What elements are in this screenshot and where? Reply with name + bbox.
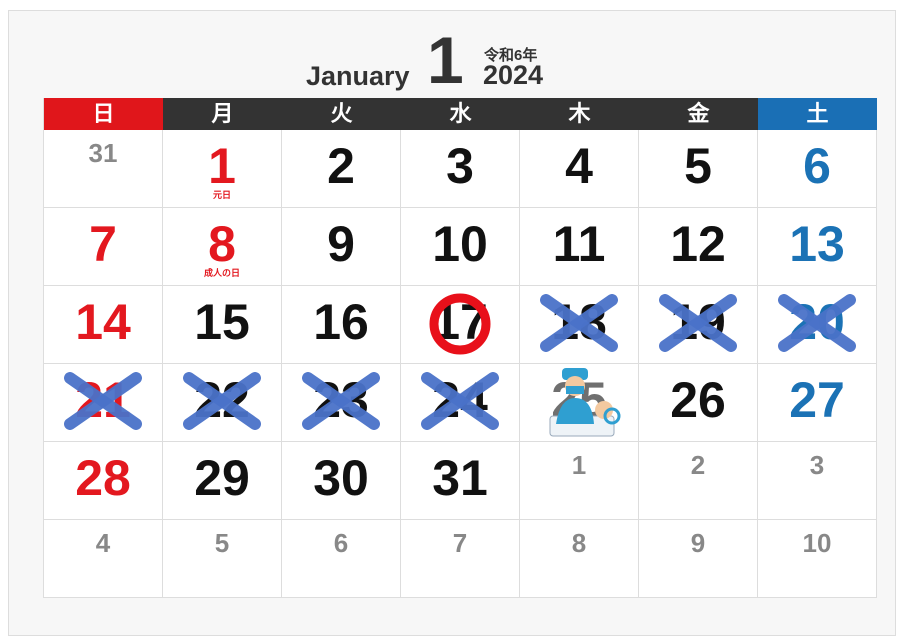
day-cell: 16 — [282, 286, 401, 364]
weekday-header: 金 — [639, 98, 758, 130]
day-cell: 3 — [758, 442, 877, 520]
cross-mark — [163, 364, 281, 441]
day-cell: 21 — [44, 364, 163, 442]
day-cell: 23 — [282, 364, 401, 442]
day-number: 6 — [758, 138, 876, 194]
day-cell: 27 — [758, 364, 877, 442]
day-cell: 5 — [163, 520, 282, 598]
day-number: 28 — [44, 450, 162, 506]
day-number: 4 — [520, 138, 638, 194]
cross-mark — [282, 364, 400, 441]
day-cell: 19 — [639, 286, 758, 364]
day-number: 11 — [520, 216, 638, 272]
day-number: 7 — [401, 526, 519, 560]
day-cell: 18 — [520, 286, 639, 364]
day-cell: 30 — [282, 442, 401, 520]
cross-mark — [520, 286, 638, 363]
cross-mark — [401, 364, 519, 441]
day-number: 1 — [163, 138, 281, 194]
day-number: 5 — [163, 526, 281, 560]
day-number: 13 — [758, 216, 876, 272]
day-cell: 28 — [44, 442, 163, 520]
day-cell: 31 — [44, 130, 163, 208]
day-number: 8 — [520, 526, 638, 560]
day-cell: 9 — [282, 208, 401, 286]
day-cell: 12 — [639, 208, 758, 286]
day-number: 3 — [401, 138, 519, 194]
day-cell: 24 — [401, 364, 520, 442]
day-number: 2 — [639, 448, 757, 482]
day-cell: 10 — [758, 520, 877, 598]
day-cell: 22 — [163, 364, 282, 442]
weekday-header: 土 — [758, 98, 877, 130]
day-cell: 14 — [44, 286, 163, 364]
day-number: 10 — [758, 526, 876, 560]
day-number: 14 — [44, 294, 162, 350]
day-number: 3 — [758, 448, 876, 482]
day-cell: 11 — [520, 208, 639, 286]
day-cell: 2 — [639, 442, 758, 520]
day-cell: 4 — [44, 520, 163, 598]
day-number: 8 — [163, 216, 281, 272]
day-cell: 8 — [520, 520, 639, 598]
day-cell: 3 — [401, 130, 520, 208]
day-number: 9 — [282, 216, 400, 272]
month-number: 1 — [427, 25, 464, 95]
day-number: 9 — [639, 526, 757, 560]
day-cell: 31 — [401, 442, 520, 520]
day-number: 10 — [401, 216, 519, 272]
holiday-note: 成人の日 — [163, 266, 281, 279]
icon-mark — [520, 364, 638, 441]
month-name: January — [306, 61, 410, 92]
day-cell: 7 — [401, 520, 520, 598]
holiday-note: 元日 — [163, 188, 281, 201]
day-number: 2 — [282, 138, 400, 194]
cross-mark — [639, 286, 757, 363]
day-cell: 26 — [639, 364, 758, 442]
weekday-header: 日 — [44, 98, 163, 130]
day-number: 4 — [44, 526, 162, 560]
day-number: 29 — [163, 450, 281, 506]
year: 2024 — [483, 60, 543, 91]
day-number: 7 — [44, 216, 162, 272]
day-cell: 5 — [639, 130, 758, 208]
day-cell: 6 — [758, 130, 877, 208]
cross-mark — [44, 364, 162, 441]
weekday-header: 月 — [163, 98, 282, 130]
weekday-header: 水 — [401, 98, 520, 130]
day-cell: 6 — [282, 520, 401, 598]
day-cell: 1 — [520, 442, 639, 520]
day-cell: 20 — [758, 286, 877, 364]
day-number: 30 — [282, 450, 400, 506]
day-number: 31 — [44, 136, 162, 170]
circle-mark — [401, 286, 519, 363]
page: January 1 令和6年 2024 日月火水木金土311元日2345678成… — [0, 0, 902, 642]
day-cell: 17 — [401, 286, 520, 364]
day-number: 16 — [282, 294, 400, 350]
weekday-header: 火 — [282, 98, 401, 130]
day-number: 5 — [639, 138, 757, 194]
day-cell: 25 — [520, 364, 639, 442]
day-number: 31 — [401, 450, 519, 506]
day-cell: 15 — [163, 286, 282, 364]
day-number: 1 — [520, 448, 638, 482]
day-cell: 9 — [639, 520, 758, 598]
day-number: 26 — [639, 372, 757, 428]
day-number: 12 — [639, 216, 757, 272]
day-cell: 13 — [758, 208, 877, 286]
day-number: 27 — [758, 372, 876, 428]
day-number: 15 — [163, 294, 281, 350]
day-cell: 7 — [44, 208, 163, 286]
day-cell: 4 — [520, 130, 639, 208]
day-number: 6 — [282, 526, 400, 560]
day-cell: 10 — [401, 208, 520, 286]
weekday-header: 木 — [520, 98, 639, 130]
day-cell: 2 — [282, 130, 401, 208]
day-cell: 29 — [163, 442, 282, 520]
cross-mark — [758, 286, 876, 363]
